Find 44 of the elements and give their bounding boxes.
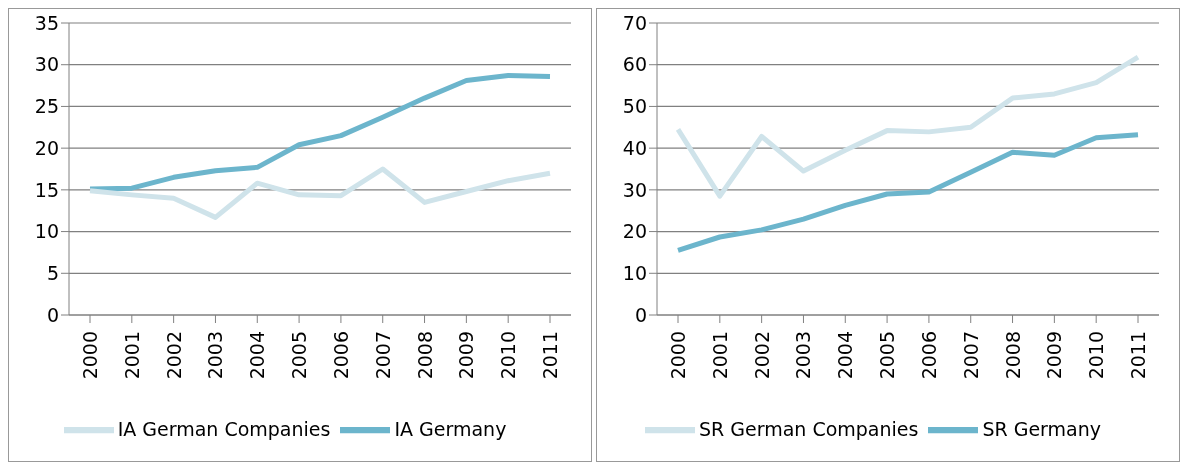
x-tick-label: 2010 [497, 331, 520, 380]
y-tick-label: 35 [34, 11, 59, 34]
y-tick-label: 30 [622, 178, 647, 201]
legend-label: SR Germany [982, 417, 1102, 440]
x-tick-label: 2008 [1001, 331, 1024, 380]
y-tick-label: 30 [34, 53, 59, 76]
y-tick-label: 0 [46, 303, 59, 326]
x-tick-label: 2002 [750, 331, 773, 380]
y-tick-label: 5 [46, 262, 59, 285]
x-tick-label: 2003 [792, 331, 815, 380]
y-tick-label: 20 [34, 136, 59, 159]
x-tick-label: 2001 [120, 331, 143, 380]
x-tick-label: 2004 [246, 331, 269, 380]
x-tick-label: 2005 [876, 331, 899, 380]
x-tick-label: 2010 [1085, 331, 1108, 380]
x-tick-label: 2008 [413, 331, 436, 380]
y-tick-label: 0 [634, 303, 647, 326]
y-tick-label: 60 [622, 53, 647, 76]
legend-label: SR German Companies [698, 417, 919, 440]
y-tick-label: 20 [622, 220, 647, 243]
x-tick-label: 2007 [959, 331, 982, 380]
y-tick-label: 70 [622, 11, 647, 34]
x-tick-label: 2005 [288, 331, 311, 380]
y-tick-label: 25 [34, 95, 59, 118]
y-tick-label: 10 [622, 262, 647, 285]
y-tick-label: 10 [34, 220, 59, 243]
x-tick-label: 2003 [204, 331, 227, 380]
x-tick-label: 2006 [329, 331, 352, 380]
x-tick-label: 2004 [834, 331, 857, 380]
y-tick-label: 50 [622, 95, 647, 118]
x-tick-label: 2009 [1043, 331, 1066, 380]
legend-label: IA German Companies [117, 417, 331, 440]
x-tick-label: 2002 [162, 331, 185, 380]
y-tick-label: 40 [622, 136, 647, 159]
x-tick-label: 2011 [539, 331, 561, 380]
x-tick-label: 2009 [455, 331, 478, 380]
x-tick-label: 2000 [667, 331, 689, 380]
x-tick-label: 2000 [79, 331, 101, 380]
x-tick-label: 2001 [708, 331, 731, 380]
x-tick-label: 2007 [371, 331, 394, 380]
x-tick-label: 2006 [917, 331, 940, 380]
legend-label: IA Germany [394, 417, 507, 440]
y-tick-label: 15 [34, 178, 59, 201]
x-tick-label: 2011 [1127, 331, 1149, 380]
